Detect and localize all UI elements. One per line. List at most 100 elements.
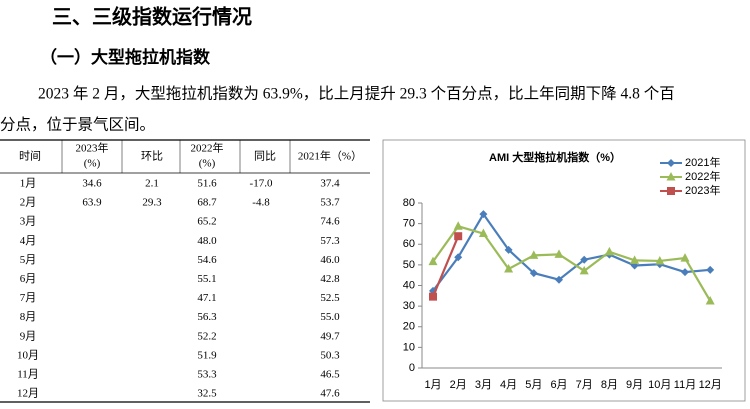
table-cell: 29.3 xyxy=(142,197,162,209)
series-line xyxy=(432,225,712,302)
table-cell: 52.5 xyxy=(320,292,340,304)
table-cell: 37.4 xyxy=(320,178,340,190)
table-cell: 51.6 xyxy=(197,178,217,190)
table-cell: 7月 xyxy=(20,292,37,304)
table-cell: 51.9 xyxy=(197,349,217,361)
marker xyxy=(504,264,514,273)
y-tick-label: 70 xyxy=(403,218,415,230)
table-cell: 6月 xyxy=(20,273,37,285)
table-cell: 11月 xyxy=(17,369,39,381)
table-header: 2021年（%） xyxy=(298,149,362,163)
table-cell: -4.8 xyxy=(252,197,270,209)
table-cell: 68.7 xyxy=(197,197,217,209)
x-tick-label: 3月 xyxy=(475,379,492,391)
legend-marker xyxy=(666,172,676,181)
marker xyxy=(604,246,614,256)
table-header: 2023年 xyxy=(76,141,109,155)
section-title: 三、三级指数运行情况 xyxy=(52,5,252,29)
legend-label: 2023年 xyxy=(685,183,720,197)
marker xyxy=(454,253,463,262)
table-cell: 53.3 xyxy=(197,369,217,381)
y-tick-label: 80 xyxy=(403,197,415,209)
x-tick-label: 12月 xyxy=(699,379,722,391)
marker xyxy=(706,265,715,274)
table-cell: 2月 xyxy=(20,197,37,209)
table-cell: 47.6 xyxy=(320,388,340,400)
y-tick-label: 30 xyxy=(403,300,415,312)
x-tick-label: 4月 xyxy=(500,379,517,391)
table-cell: 32.5 xyxy=(197,388,217,400)
paragraph-line: 分点，位于景气区间。 xyxy=(0,116,155,134)
x-tick-label: 11月 xyxy=(674,379,696,391)
series-line xyxy=(432,212,711,292)
table-cell: 65.2 xyxy=(197,216,216,228)
table-cell: 50.3 xyxy=(320,349,340,361)
table-cell: 1月 xyxy=(20,178,37,190)
y-tick-label: 20 xyxy=(403,321,415,333)
table-cell: 48.0 xyxy=(197,235,217,247)
y-tick-label: 10 xyxy=(403,341,415,353)
legend-marker xyxy=(667,187,675,195)
marker xyxy=(580,255,589,264)
table-cell: 34.6 xyxy=(82,178,102,190)
table-cell: 74.6 xyxy=(320,216,340,228)
marker xyxy=(529,250,539,259)
marker xyxy=(504,245,513,254)
table-cell: 57.3 xyxy=(320,235,340,247)
table-cell: 8月 xyxy=(20,311,37,323)
table-cell: 3月 xyxy=(20,216,37,228)
table-cell: 12月 xyxy=(17,388,39,400)
table-cell: 53.7 xyxy=(320,197,340,209)
table-header: (%) xyxy=(84,158,101,170)
y-tick-label: 0 xyxy=(409,362,415,374)
table-header: 2022年 xyxy=(191,141,224,155)
x-tick-label: 9月 xyxy=(626,379,643,391)
table-cell: 4月 xyxy=(20,235,37,247)
table-cell: 52.2 xyxy=(197,330,216,342)
table-cell: 42.8 xyxy=(320,273,340,285)
marker xyxy=(579,265,589,275)
x-tick-label: 10月 xyxy=(648,379,671,391)
marker xyxy=(555,275,563,284)
marker xyxy=(428,256,438,266)
marker xyxy=(705,295,715,305)
x-tick-label: 5月 xyxy=(525,379,542,391)
marker xyxy=(479,210,488,219)
marker xyxy=(453,221,463,230)
table-cell: 9月 xyxy=(20,330,37,342)
table-header: (%) xyxy=(199,158,216,170)
table-header: 同比 xyxy=(254,150,276,163)
table-cell: 46.0 xyxy=(320,254,340,266)
marker xyxy=(554,249,564,258)
table-cell: 10月 xyxy=(17,349,39,361)
table-cell: 46.5 xyxy=(320,369,340,381)
x-tick-label: 8月 xyxy=(601,379,618,391)
table-cell: 54.6 xyxy=(197,254,217,266)
table-rules xyxy=(0,139,370,403)
table-cell: 2.1 xyxy=(145,178,159,190)
table-cell: -17.0 xyxy=(250,178,273,190)
marker xyxy=(655,255,665,265)
table-header: 时间 xyxy=(19,150,41,163)
y-tick-label: 60 xyxy=(403,238,415,250)
table-cell: 5月 xyxy=(20,254,37,266)
marker xyxy=(529,269,538,278)
y-tick-label: 50 xyxy=(403,259,415,271)
legend-label: 2022年 xyxy=(685,169,720,183)
marker xyxy=(454,232,463,241)
chart-title: AMI 大型拖拉机指数（%） xyxy=(489,150,621,164)
marker xyxy=(681,268,689,277)
table-cell: 49.7 xyxy=(320,330,340,342)
table-header: 环比 xyxy=(141,150,163,163)
table-cell: 47.1 xyxy=(197,292,216,304)
y-tick-label: 40 xyxy=(403,279,415,291)
table-cell: 63.9 xyxy=(82,197,102,209)
marker xyxy=(429,292,437,301)
marker xyxy=(680,253,690,262)
subsection-title: （一）大型拖拉机指数 xyxy=(40,47,211,68)
table-cell: 55.1 xyxy=(197,273,216,285)
paragraph-line: 2023 年 2 月，大型拖拉机指数为 63.9%，比上月提升 29.3 个百分… xyxy=(38,85,675,103)
table-cell: 55.0 xyxy=(320,311,340,323)
marker xyxy=(630,255,640,264)
